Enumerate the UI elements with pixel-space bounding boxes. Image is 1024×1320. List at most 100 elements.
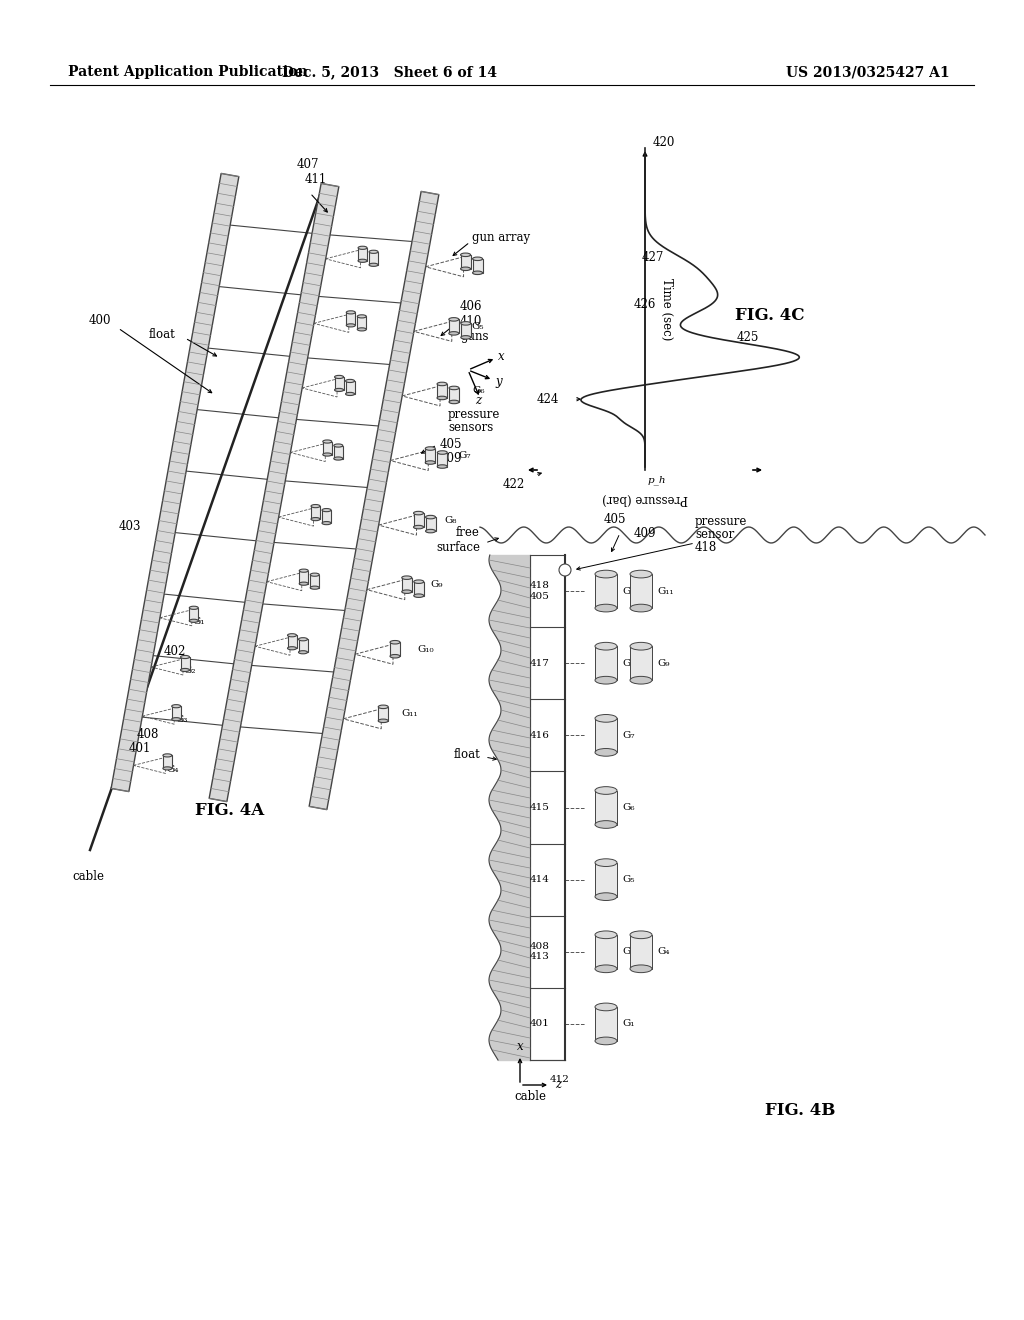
Ellipse shape bbox=[401, 576, 412, 579]
Text: 405: 405 bbox=[604, 513, 627, 525]
Ellipse shape bbox=[630, 605, 652, 612]
Text: 427: 427 bbox=[641, 251, 664, 264]
Ellipse shape bbox=[189, 606, 199, 610]
Text: G₄: G₄ bbox=[657, 948, 670, 956]
Text: free
surface: free surface bbox=[436, 525, 480, 554]
Text: x: x bbox=[498, 351, 505, 363]
Text: G₃: G₃ bbox=[175, 715, 187, 725]
Bar bbox=[299, 570, 308, 583]
Text: G₁₁: G₁₁ bbox=[657, 586, 674, 595]
Text: z: z bbox=[475, 393, 481, 407]
Ellipse shape bbox=[595, 570, 617, 578]
Text: G₁: G₁ bbox=[193, 618, 205, 626]
Polygon shape bbox=[112, 173, 239, 792]
Bar bbox=[288, 635, 297, 648]
Ellipse shape bbox=[172, 718, 180, 721]
Bar bbox=[437, 384, 447, 397]
Ellipse shape bbox=[595, 605, 617, 612]
Ellipse shape bbox=[299, 582, 308, 585]
Ellipse shape bbox=[461, 267, 471, 271]
Text: G₃: G₃ bbox=[622, 948, 635, 956]
Text: cable: cable bbox=[72, 870, 104, 883]
Bar bbox=[322, 510, 331, 523]
Ellipse shape bbox=[595, 859, 617, 866]
Ellipse shape bbox=[172, 705, 180, 708]
Text: p_h: p_h bbox=[648, 475, 667, 484]
Ellipse shape bbox=[180, 668, 189, 672]
Text: 407: 407 bbox=[297, 158, 319, 172]
Bar bbox=[334, 446, 343, 458]
Ellipse shape bbox=[335, 388, 343, 392]
Ellipse shape bbox=[461, 335, 471, 339]
Bar bbox=[449, 319, 459, 334]
Ellipse shape bbox=[595, 676, 617, 684]
Text: G₅: G₅ bbox=[622, 875, 635, 884]
Text: 418: 418 bbox=[695, 541, 717, 554]
Text: FIG. 4C: FIG. 4C bbox=[735, 308, 805, 323]
Ellipse shape bbox=[461, 322, 471, 325]
Text: 415: 415 bbox=[530, 803, 550, 812]
Text: G₆: G₆ bbox=[622, 803, 635, 812]
Text: G₄: G₄ bbox=[166, 764, 179, 774]
Ellipse shape bbox=[449, 318, 459, 321]
Ellipse shape bbox=[310, 586, 319, 589]
Text: y: y bbox=[495, 375, 502, 388]
Bar bbox=[172, 706, 180, 719]
Text: 410: 410 bbox=[460, 315, 482, 327]
Ellipse shape bbox=[414, 511, 424, 515]
Bar bbox=[472, 259, 482, 273]
Ellipse shape bbox=[335, 375, 343, 379]
Bar bbox=[630, 935, 652, 969]
Text: Dec. 5, 2013   Sheet 6 of 14: Dec. 5, 2013 Sheet 6 of 14 bbox=[283, 65, 498, 79]
Text: 405: 405 bbox=[440, 438, 463, 451]
Ellipse shape bbox=[401, 590, 412, 594]
Bar bbox=[189, 607, 199, 620]
Text: Time (sec): Time (sec) bbox=[660, 277, 674, 341]
Ellipse shape bbox=[595, 748, 617, 756]
Text: sensor: sensor bbox=[695, 528, 734, 541]
Text: G₈: G₈ bbox=[444, 516, 457, 524]
Bar bbox=[595, 718, 617, 752]
Circle shape bbox=[559, 564, 571, 576]
Bar bbox=[311, 506, 321, 519]
Ellipse shape bbox=[425, 461, 435, 465]
Bar bbox=[450, 388, 459, 403]
Bar bbox=[390, 643, 400, 656]
Bar bbox=[595, 791, 617, 825]
Ellipse shape bbox=[437, 465, 447, 469]
Ellipse shape bbox=[369, 251, 378, 253]
Text: G₁₀: G₁₀ bbox=[622, 586, 639, 595]
Ellipse shape bbox=[425, 446, 435, 450]
Ellipse shape bbox=[595, 965, 617, 973]
Ellipse shape bbox=[358, 259, 367, 263]
Text: Patent Application Publication: Patent Application Publication bbox=[68, 65, 307, 79]
Text: x: x bbox=[517, 1040, 523, 1053]
Ellipse shape bbox=[323, 453, 332, 457]
Text: Pressure (bar): Pressure (bar) bbox=[602, 492, 688, 506]
Bar bbox=[163, 755, 172, 768]
Bar bbox=[595, 574, 617, 609]
Ellipse shape bbox=[472, 271, 482, 275]
Text: 403: 403 bbox=[119, 520, 141, 533]
Polygon shape bbox=[309, 191, 439, 809]
Text: 401: 401 bbox=[129, 742, 152, 755]
Text: 426: 426 bbox=[634, 298, 656, 310]
Text: 422: 422 bbox=[503, 479, 525, 491]
Bar bbox=[358, 248, 367, 261]
Ellipse shape bbox=[345, 379, 354, 383]
Text: 401: 401 bbox=[530, 1019, 550, 1028]
Ellipse shape bbox=[357, 314, 367, 318]
Ellipse shape bbox=[426, 515, 435, 519]
Ellipse shape bbox=[595, 1038, 617, 1044]
Ellipse shape bbox=[299, 651, 307, 653]
Text: G₇: G₇ bbox=[622, 731, 635, 739]
Ellipse shape bbox=[358, 247, 367, 249]
Ellipse shape bbox=[449, 331, 459, 335]
Ellipse shape bbox=[437, 450, 447, 454]
Text: 424: 424 bbox=[537, 392, 559, 405]
Ellipse shape bbox=[346, 310, 355, 314]
Text: G₈: G₈ bbox=[622, 659, 635, 668]
Bar bbox=[323, 441, 332, 454]
Text: float: float bbox=[148, 329, 175, 342]
Text: pressure: pressure bbox=[449, 408, 501, 421]
